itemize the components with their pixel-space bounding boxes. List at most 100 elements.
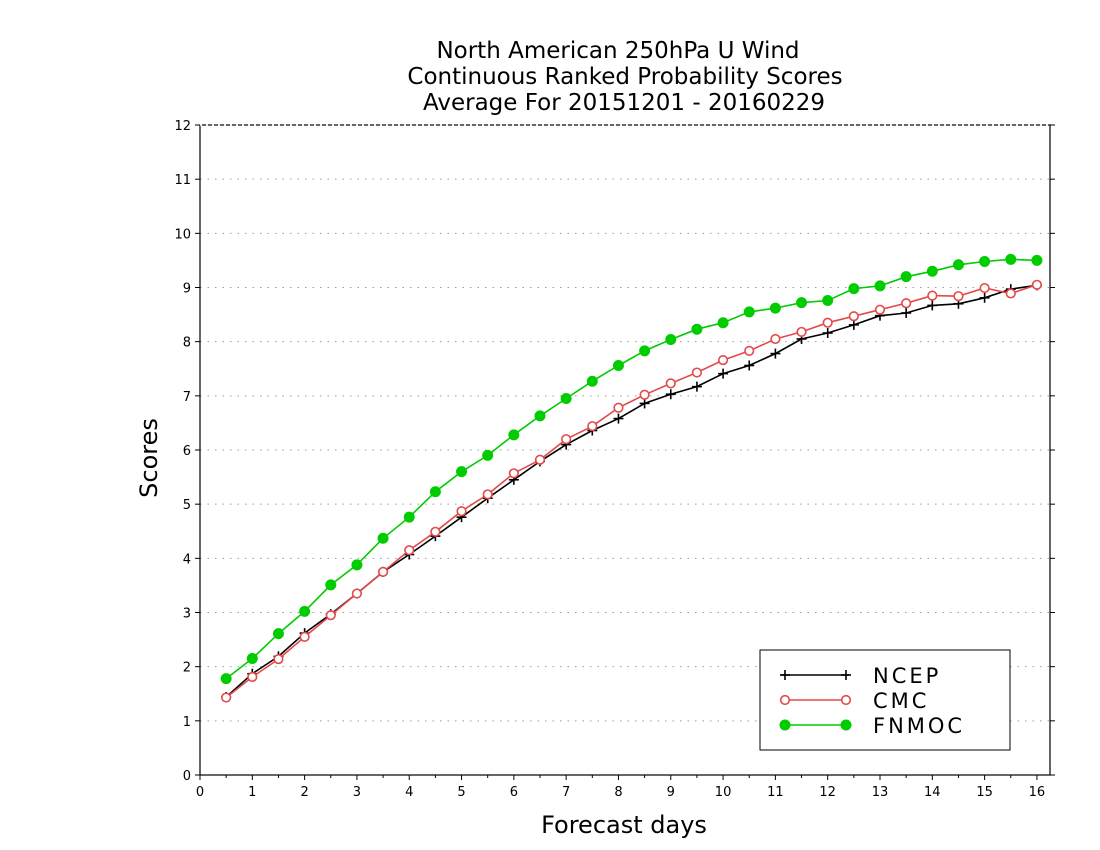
y-tick-label: 12 [174,119,191,134]
data-point-ncep [901,307,912,318]
data-point-cmc [927,290,938,301]
data-point-fnmoc [403,511,415,523]
x-tick-label: 2 [300,785,308,800]
data-point-fnmoc [1031,254,1043,266]
data-point-cmc [953,291,964,302]
y-tick-label: 0 [183,769,191,784]
data-point-cmc [744,345,755,356]
gridlines [200,178,1050,722]
legend-marker-fnmoc [779,719,791,731]
data-point-cmc [770,333,781,345]
data-point-ncep [848,319,859,330]
data-point-fnmoc [926,265,938,277]
data-point-cmc [377,566,389,577]
data-point-cmc [325,610,336,621]
data-point-ncep [927,300,938,311]
data-point-fnmoc [377,532,389,544]
data-point-cmc [351,588,363,599]
chart-title-line-1: North American 250hPa U Wind [436,38,799,64]
legend-label-fnmoc: FNMOC [873,714,965,738]
legend-label-ncep: NCEP [873,664,941,688]
data-point-cmc [979,282,990,294]
data-point-fnmoc [220,673,232,685]
y-tick-label: 10 [174,227,191,242]
x-tick-label: 3 [353,785,361,800]
data-point-cmc [247,671,258,683]
x-tick-label: 1 [248,785,256,800]
x-tick-label: 9 [667,785,675,800]
data-point-cmc [430,526,441,537]
y-tick-label: 5 [183,498,191,513]
data-point-fnmoc [299,605,311,617]
x-tick-label: 15 [976,785,993,800]
legend-marker-cmc [779,694,791,706]
y-tick-label: 7 [183,390,191,405]
data-point-fnmoc [246,653,258,665]
data-point-fnmoc [1005,253,1017,265]
data-point-fnmoc [325,579,337,591]
data-point-cmc [299,631,310,642]
data-point-cmc [822,317,833,328]
data-point-cmc [1031,279,1043,290]
data-point-fnmoc [952,259,964,271]
x-tick-label: 7 [562,785,570,800]
data-point-cmc [404,545,415,556]
x-tick-label: 4 [405,785,413,800]
y-tick-label: 3 [183,607,191,622]
data-point-cmc [796,326,807,338]
legend-label-cmc: CMC [873,689,929,713]
data-point-fnmoc [717,317,729,329]
data-point-cmc [691,367,703,378]
data-point-cmc [639,389,650,400]
data-point-fnmoc [874,280,886,292]
data-point-cmc [221,692,232,703]
data-point-ncep [822,328,833,338]
y-tick-label: 9 [183,282,191,297]
y-tick-label: 4 [183,552,191,567]
data-point-ncep [770,348,781,359]
data-point-cmc [273,653,284,665]
y-tick-label: 2 [183,661,191,676]
y-tick-label: 8 [183,336,191,351]
chart-title: North American 250hPa U Wind Continuous … [407,38,842,116]
data-point-fnmoc [351,559,363,571]
data-point-cmc [561,434,572,445]
data-point-cmc [508,468,519,479]
data-point-cmc [717,354,729,366]
x-tick-label: 8 [614,785,622,800]
data-point-fnmoc [900,271,912,283]
x-tick-label: 11 [767,785,784,800]
chart-title-line-3: Average For 20151201 - 20160229 [423,90,825,116]
data-point-fnmoc [456,466,468,478]
x-tick-label: 10 [715,785,732,800]
x-tick-label: 12 [819,785,836,800]
data-point-cmc [613,402,624,413]
legend-marker-cmc [840,694,852,706]
data-point-ncep [691,381,702,392]
data-point-fnmoc [769,302,781,314]
data-point-fnmoc [560,393,572,405]
chart-title-line-2: Continuous Ranked Probability Scores [407,64,842,90]
data-point-ncep [639,398,650,409]
data-point-fnmoc [272,628,284,640]
data-point-fnmoc [482,449,494,461]
data-point-fnmoc [979,256,991,267]
data-point-fnmoc [534,410,546,422]
data-point-fnmoc [691,323,703,335]
y-tick-label: 1 [183,715,191,730]
axis-ticks [195,124,1055,780]
y-tick-label: 11 [174,173,191,188]
data-point-cmc [534,454,546,465]
series-line-fnmoc [225,258,1037,680]
data-point-ncep [613,413,624,424]
data-point-fnmoc [822,295,834,306]
data-point-ncep [718,368,729,379]
x-tick-label: 14 [924,785,941,800]
data-point-fnmoc [508,429,520,441]
x-axis-title: Forecast days [541,811,707,839]
x-tick-label: 16 [1029,785,1046,800]
x-tick-label: 13 [872,785,889,800]
